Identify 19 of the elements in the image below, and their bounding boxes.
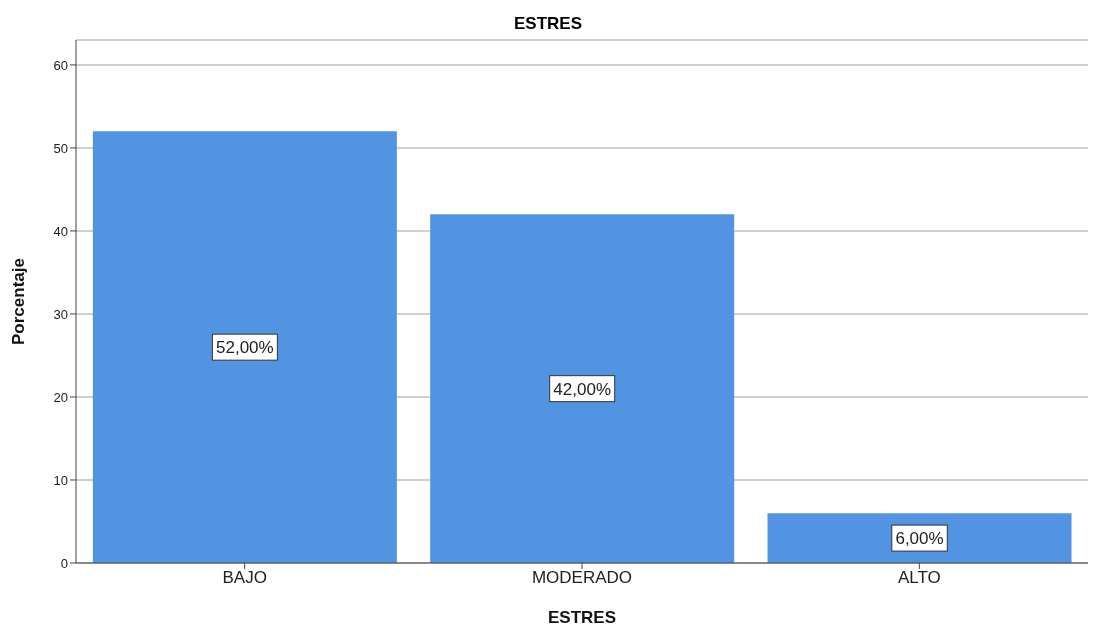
data-label: 6,00% — [895, 529, 944, 549]
y-axis-title: Porcentaje — [9, 258, 29, 345]
x-tick-label: MODERADO — [531, 568, 633, 588]
data-label: 52,00% — [216, 338, 274, 358]
bar — [430, 214, 735, 563]
y-tick-label: 0 — [60, 555, 68, 571]
bar — [92, 131, 397, 563]
data-label: 42,00% — [553, 379, 612, 399]
y-tick-label: 10 — [53, 472, 68, 488]
y-tick-label: 30 — [53, 306, 68, 322]
y-tick-label: 50 — [53, 140, 68, 156]
y-tick-label: 40 — [53, 223, 68, 239]
y-tick-label: 20 — [53, 389, 68, 405]
x-tick-label: BAJO — [222, 568, 267, 588]
x-tick-label: ALTO — [897, 568, 941, 588]
chart-title: ESTRES — [513, 14, 583, 34]
bar — [767, 513, 1072, 563]
x-axis-title: ESTRES — [547, 608, 617, 627]
y-tick-label: 60 — [53, 57, 68, 73]
